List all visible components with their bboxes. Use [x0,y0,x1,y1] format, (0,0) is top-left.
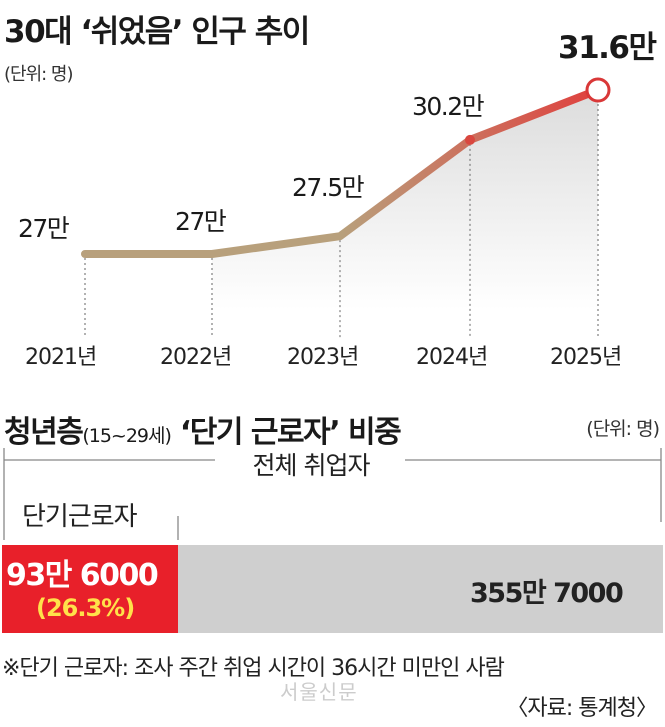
chart-title: 30대 ‘쉬었음’ 인구 추이 [4,14,310,50]
line-chart: 27만 27만 27.5만 30.2만 31.6만 2021년 2022년 2023년 202… [18,30,658,370]
total-employed-label: 전체 취업자 [226,446,396,482]
data-label: 27.5만 [292,173,365,202]
short-term-label: 단기근로자 [22,502,138,532]
short-term-bar [2,545,178,633]
series-line [81,86,602,258]
data-label: 30.2만 [412,92,485,121]
footnote: ※단기 근로자: 조사 주간 취업 시간이 36시간 미만인 사람 [2,656,505,681]
short-term-value: 93만 6000 [6,558,159,593]
x-tick-label: 2021년 [25,345,96,370]
x-tick-label: 2024년 [416,345,487,370]
source-credit: 〈자료: 통계청〉 [506,696,658,721]
area-fill [212,90,598,310]
other-workers-value: 355만 7000 [470,578,624,609]
x-tick-label: 2025년 [550,345,621,370]
data-point [585,77,611,103]
data-label: 27만 [175,207,227,236]
data-label: 31.6만 [558,30,656,66]
watermark: 서울신문 [280,680,358,704]
chart-unit: (단위: 명) [4,64,74,85]
bar-title-age: (15~29세) [82,425,172,447]
data-point [465,134,475,145]
x-tick-label: 2023년 [287,345,358,370]
x-tick-label: 2022년 [160,345,231,370]
bar-chart-unit: (단위: 명) [586,418,660,440]
total-bracket [3,448,662,540]
bar-title-main: 청년층 [4,415,84,450]
data-label: 27만 [18,214,70,243]
short-term-percent: (26.3%) [36,594,135,622]
bar-title-rest: ‘단기 근로자’ 비중 [179,415,402,450]
other-workers-bar [178,545,663,633]
bar-chart-title: 청년층(15~29세) ‘단기 근로자’ 비중 [4,407,402,451]
